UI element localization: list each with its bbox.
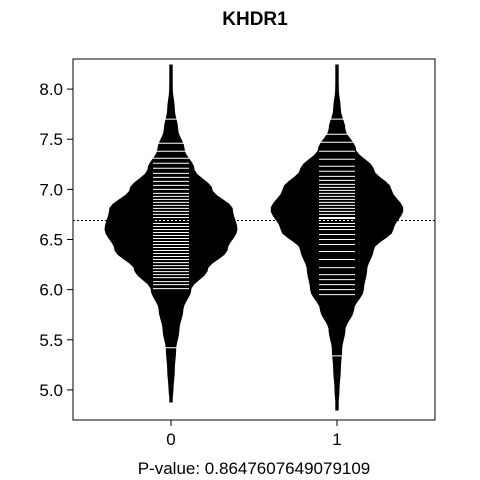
x-axis-label: P-value: 0.8647607649079109 [138,459,371,478]
y-tick-label-0: 5.0 [39,381,63,400]
y-tick-label-6: 8.0 [39,80,63,99]
y-tick-label-2: 6.0 [39,281,63,300]
y-tick-label-4: 7.0 [39,180,63,199]
y-tick-label-1: 5.5 [39,331,63,350]
chart-title: KHDR1 [222,9,288,30]
bean-1 [270,64,404,411]
bean-shape-1 [270,64,404,411]
beans-layer [73,64,435,411]
y-tick-label-3: 6.5 [39,231,63,250]
y-axis: 5.0 5.5 6.0 6.5 7.0 7.5 8.0 [39,80,73,400]
bean-0 [104,64,238,403]
x-tick-label-0: 0 [166,430,175,449]
y-tick-label-5: 7.5 [39,130,63,149]
x-tick-label-1: 1 [332,430,341,449]
bean-shape-0 [104,64,238,403]
